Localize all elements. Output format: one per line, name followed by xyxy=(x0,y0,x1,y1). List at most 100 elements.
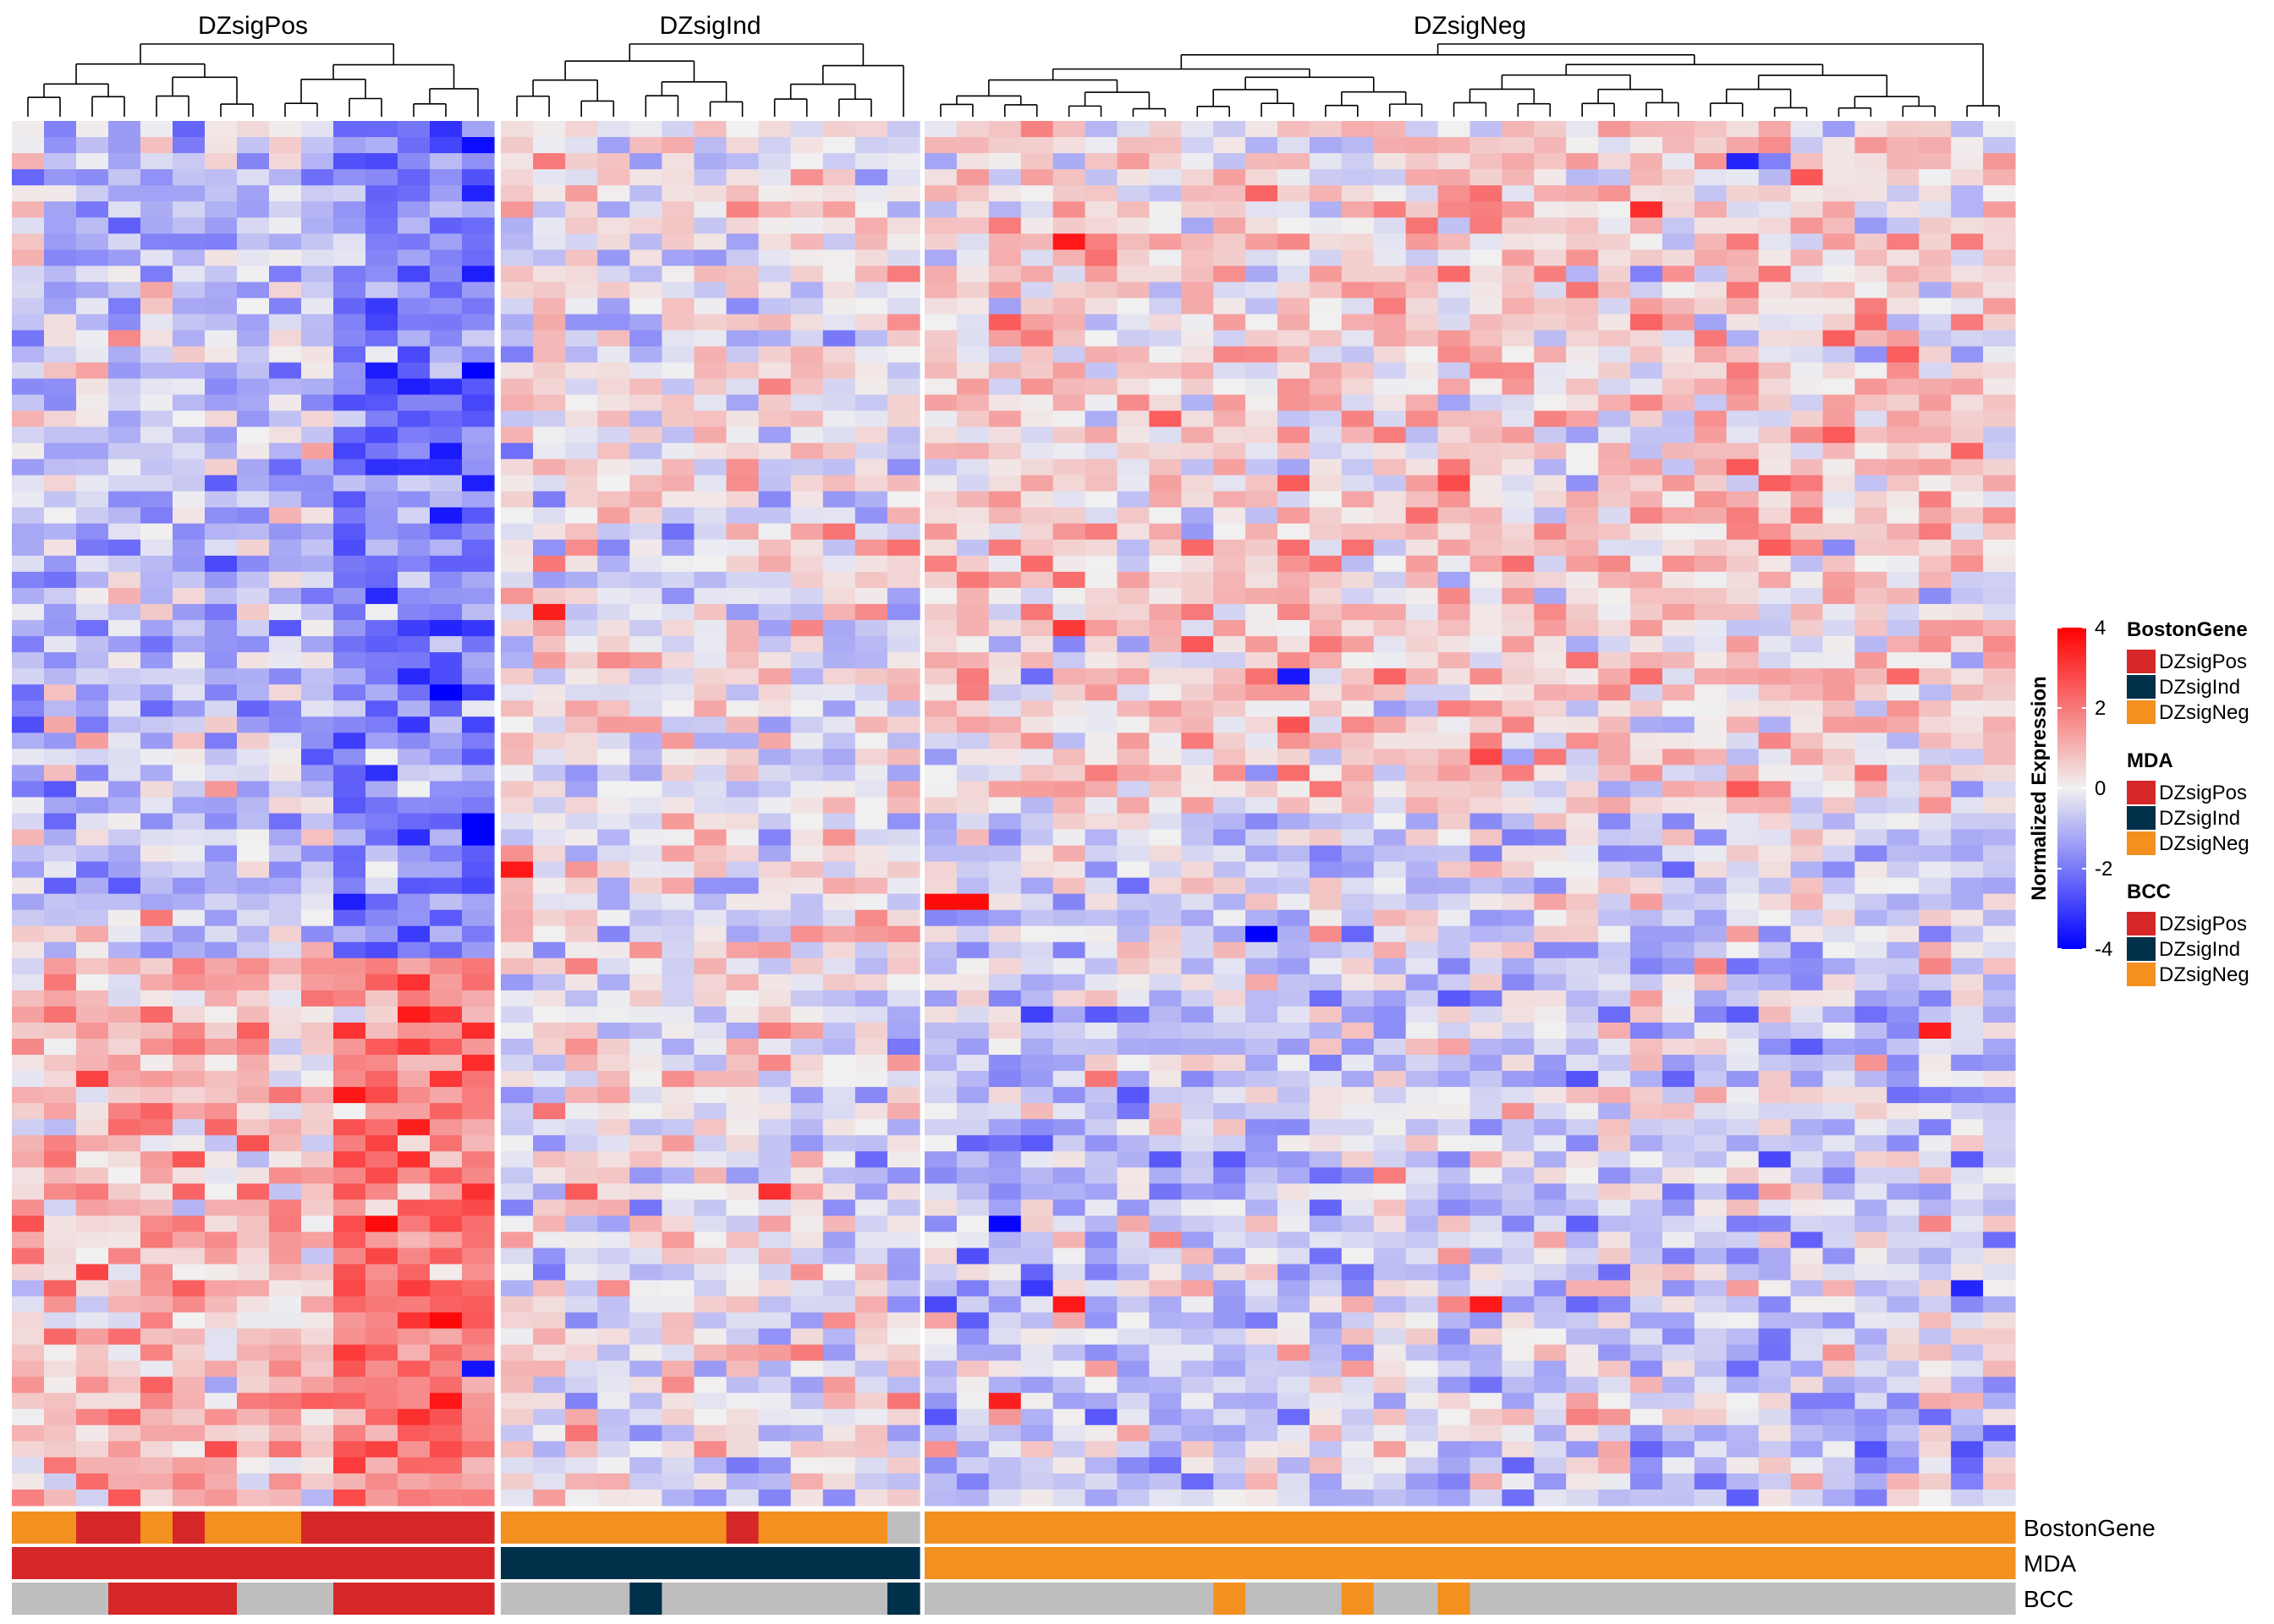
heatmap-cell xyxy=(1085,1022,1118,1040)
heatmap-cell xyxy=(1662,957,1695,975)
heatmap-cell xyxy=(140,1183,173,1200)
heatmap-cell xyxy=(365,1424,398,1442)
heatmap-cell xyxy=(1598,330,1631,348)
heatmap-cell xyxy=(1630,442,1663,460)
heatmap-cell xyxy=(1790,458,1824,476)
heatmap-cell xyxy=(1341,588,1375,605)
heatmap-cell xyxy=(301,1183,334,1200)
heatmap-cell xyxy=(301,250,334,266)
heatmap-cell xyxy=(822,1392,856,1410)
heatmap-cell xyxy=(1341,507,1375,524)
heatmap-cell xyxy=(1951,426,1984,444)
heatmap-cell xyxy=(365,571,398,589)
heatmap-cell xyxy=(1469,217,1503,234)
heatmap-cell xyxy=(333,732,366,749)
heatmap-cell xyxy=(629,1248,662,1265)
heatmap-cell xyxy=(1854,829,1887,847)
heatmap-cell xyxy=(726,491,760,508)
heatmap-cell xyxy=(76,957,109,975)
heatmap-cell xyxy=(1341,893,1375,911)
heatmap-cell xyxy=(533,523,566,540)
heatmap-cell xyxy=(269,684,302,701)
heatmap-cell xyxy=(694,957,728,975)
heatmap-cell xyxy=(790,861,824,879)
heatmap-cell xyxy=(1726,1103,1760,1120)
heatmap-cell xyxy=(1758,1119,1792,1136)
heatmap-cell xyxy=(333,491,366,508)
heatmap-cell xyxy=(1213,797,1246,815)
heatmap-cell xyxy=(1566,523,1599,540)
heatmap-cell xyxy=(822,266,856,283)
heatmap-cell xyxy=(1085,1248,1118,1265)
heatmap-cell xyxy=(662,362,695,380)
heatmap-cell xyxy=(398,1489,431,1506)
heatmap-cell xyxy=(758,153,792,170)
heatmap-cell xyxy=(333,1312,366,1330)
heatmap-cell xyxy=(430,1473,463,1490)
heatmap-cell xyxy=(1020,362,1054,380)
heatmap-cell xyxy=(1726,121,1760,138)
heatmap-cell xyxy=(758,1296,792,1314)
heatmap-cell xyxy=(1854,877,1887,895)
heatmap-cell xyxy=(925,845,958,863)
heatmap-cell xyxy=(1566,571,1599,589)
heatmap-cell xyxy=(854,620,888,637)
heatmap-cell xyxy=(854,523,888,540)
heatmap-cell xyxy=(140,668,173,685)
heatmap-cell xyxy=(333,394,366,412)
heatmap-cell xyxy=(1117,394,1150,412)
heatmap-cell xyxy=(1277,378,1310,396)
heatmap-cell xyxy=(694,362,728,380)
heatmap-cell xyxy=(1951,925,1984,943)
heatmap-cell xyxy=(956,604,990,621)
heatmap-cell xyxy=(887,893,920,911)
heatmap-cell xyxy=(956,732,990,749)
heatmap-cell xyxy=(1149,765,1182,782)
heatmap-cell xyxy=(108,507,141,524)
heatmap-cell xyxy=(726,1248,760,1265)
group-title: DZsigPos xyxy=(198,12,308,40)
heatmap-cell xyxy=(790,1360,824,1378)
heatmap-cell xyxy=(44,845,77,863)
heatmap-cell xyxy=(1887,282,1920,299)
heatmap-cell xyxy=(12,1424,45,1442)
heatmap-cell xyxy=(1662,394,1695,412)
heatmap-cell xyxy=(1020,941,1054,959)
heatmap-cell xyxy=(301,491,334,508)
heatmap-cell xyxy=(1502,1215,1535,1232)
heatmap-cell xyxy=(44,121,77,138)
heatmap-cell xyxy=(1405,121,1439,138)
heatmap-cell xyxy=(726,925,760,943)
heatmap-cell xyxy=(1662,1087,1695,1104)
heatmap-cell xyxy=(533,346,566,364)
heatmap-cell xyxy=(822,1264,856,1281)
heatmap-cell xyxy=(1052,442,1086,460)
heatmap-cell xyxy=(956,1248,990,1265)
heatmap-cell xyxy=(1052,153,1086,170)
heatmap-cell xyxy=(1469,877,1503,895)
heatmap-cell xyxy=(1534,314,1567,332)
heatmap-cell xyxy=(1534,829,1567,847)
heatmap-cell xyxy=(1149,684,1182,701)
heatmap-cell xyxy=(1854,1151,1887,1168)
heatmap-cell xyxy=(237,909,270,927)
heatmap-cell xyxy=(1309,941,1343,959)
heatmap-cell xyxy=(597,426,630,444)
heatmap-cell xyxy=(1534,1151,1567,1168)
heatmap-cell xyxy=(1437,732,1471,749)
heatmap-cell xyxy=(1373,233,1407,250)
heatmap-cell xyxy=(988,426,1022,444)
heatmap-cell xyxy=(726,1055,760,1072)
heatmap-cell xyxy=(1181,620,1214,637)
heatmap-cell xyxy=(12,877,45,895)
heatmap-cell xyxy=(565,185,598,202)
heatmap-cell xyxy=(1245,314,1278,332)
heatmap-cell xyxy=(1405,523,1439,540)
heatmap-cell xyxy=(1854,925,1887,943)
heatmap-cell xyxy=(956,1055,990,1072)
heatmap-cell xyxy=(1790,1022,1824,1040)
heatmap-cell xyxy=(430,957,463,975)
heatmap-cell xyxy=(790,749,824,765)
heatmap-cell xyxy=(854,1103,888,1120)
heatmap-cell xyxy=(758,346,792,364)
